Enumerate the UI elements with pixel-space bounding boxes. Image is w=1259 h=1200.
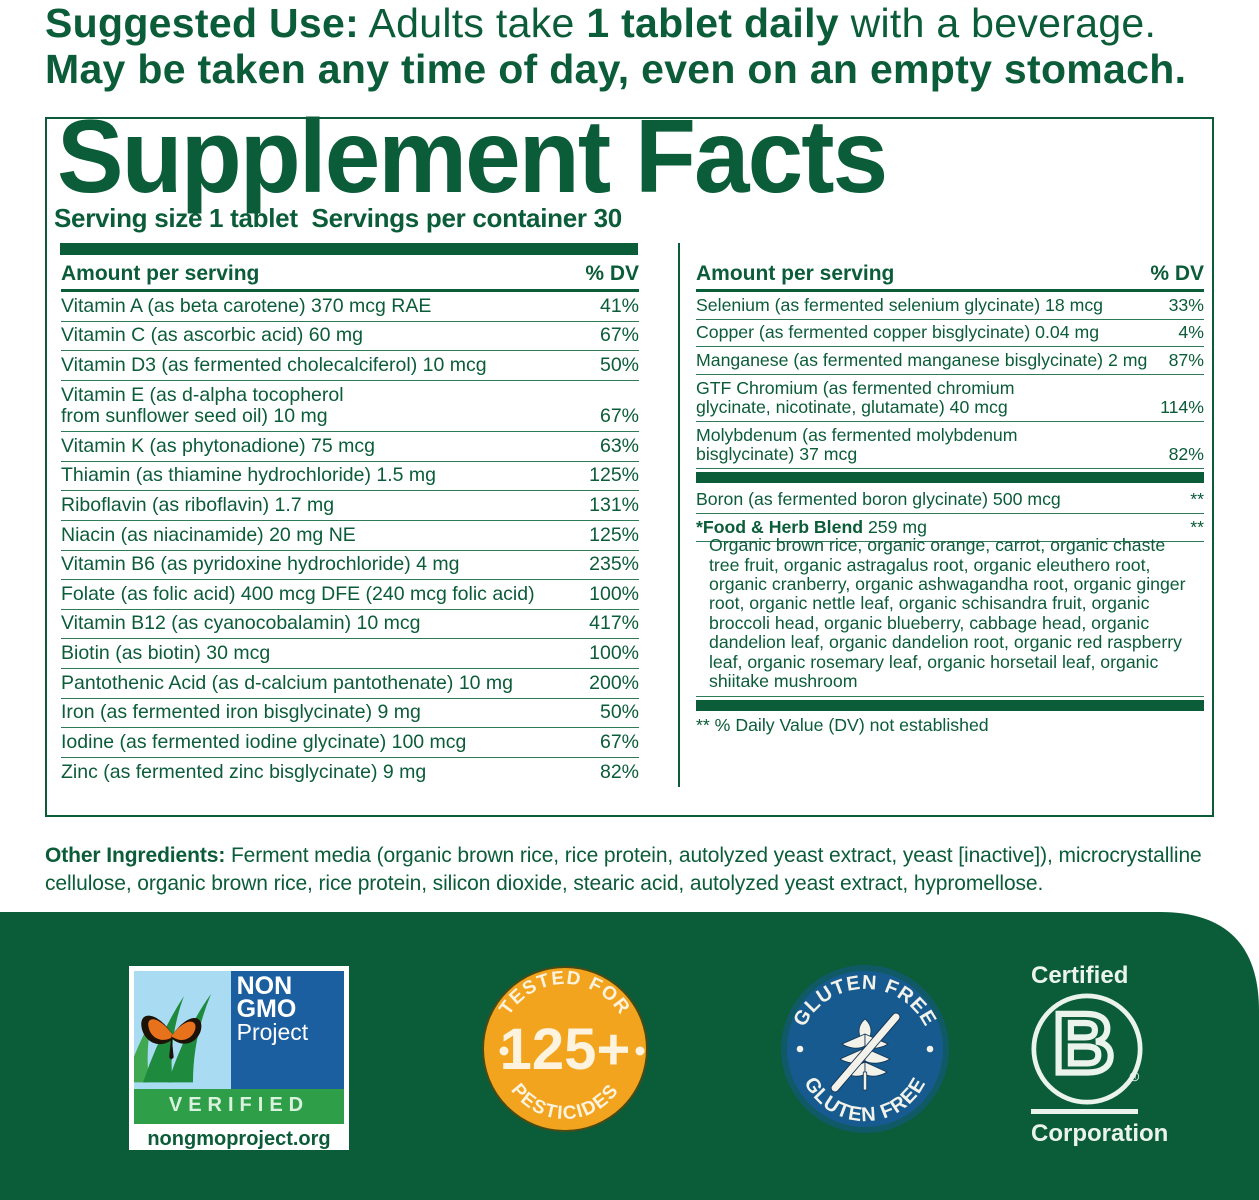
svg-text:B: B: [1053, 997, 1115, 1092]
svg-text:125+: 125+: [500, 1017, 631, 1082]
svg-text:R: R: [1133, 1075, 1137, 1081]
